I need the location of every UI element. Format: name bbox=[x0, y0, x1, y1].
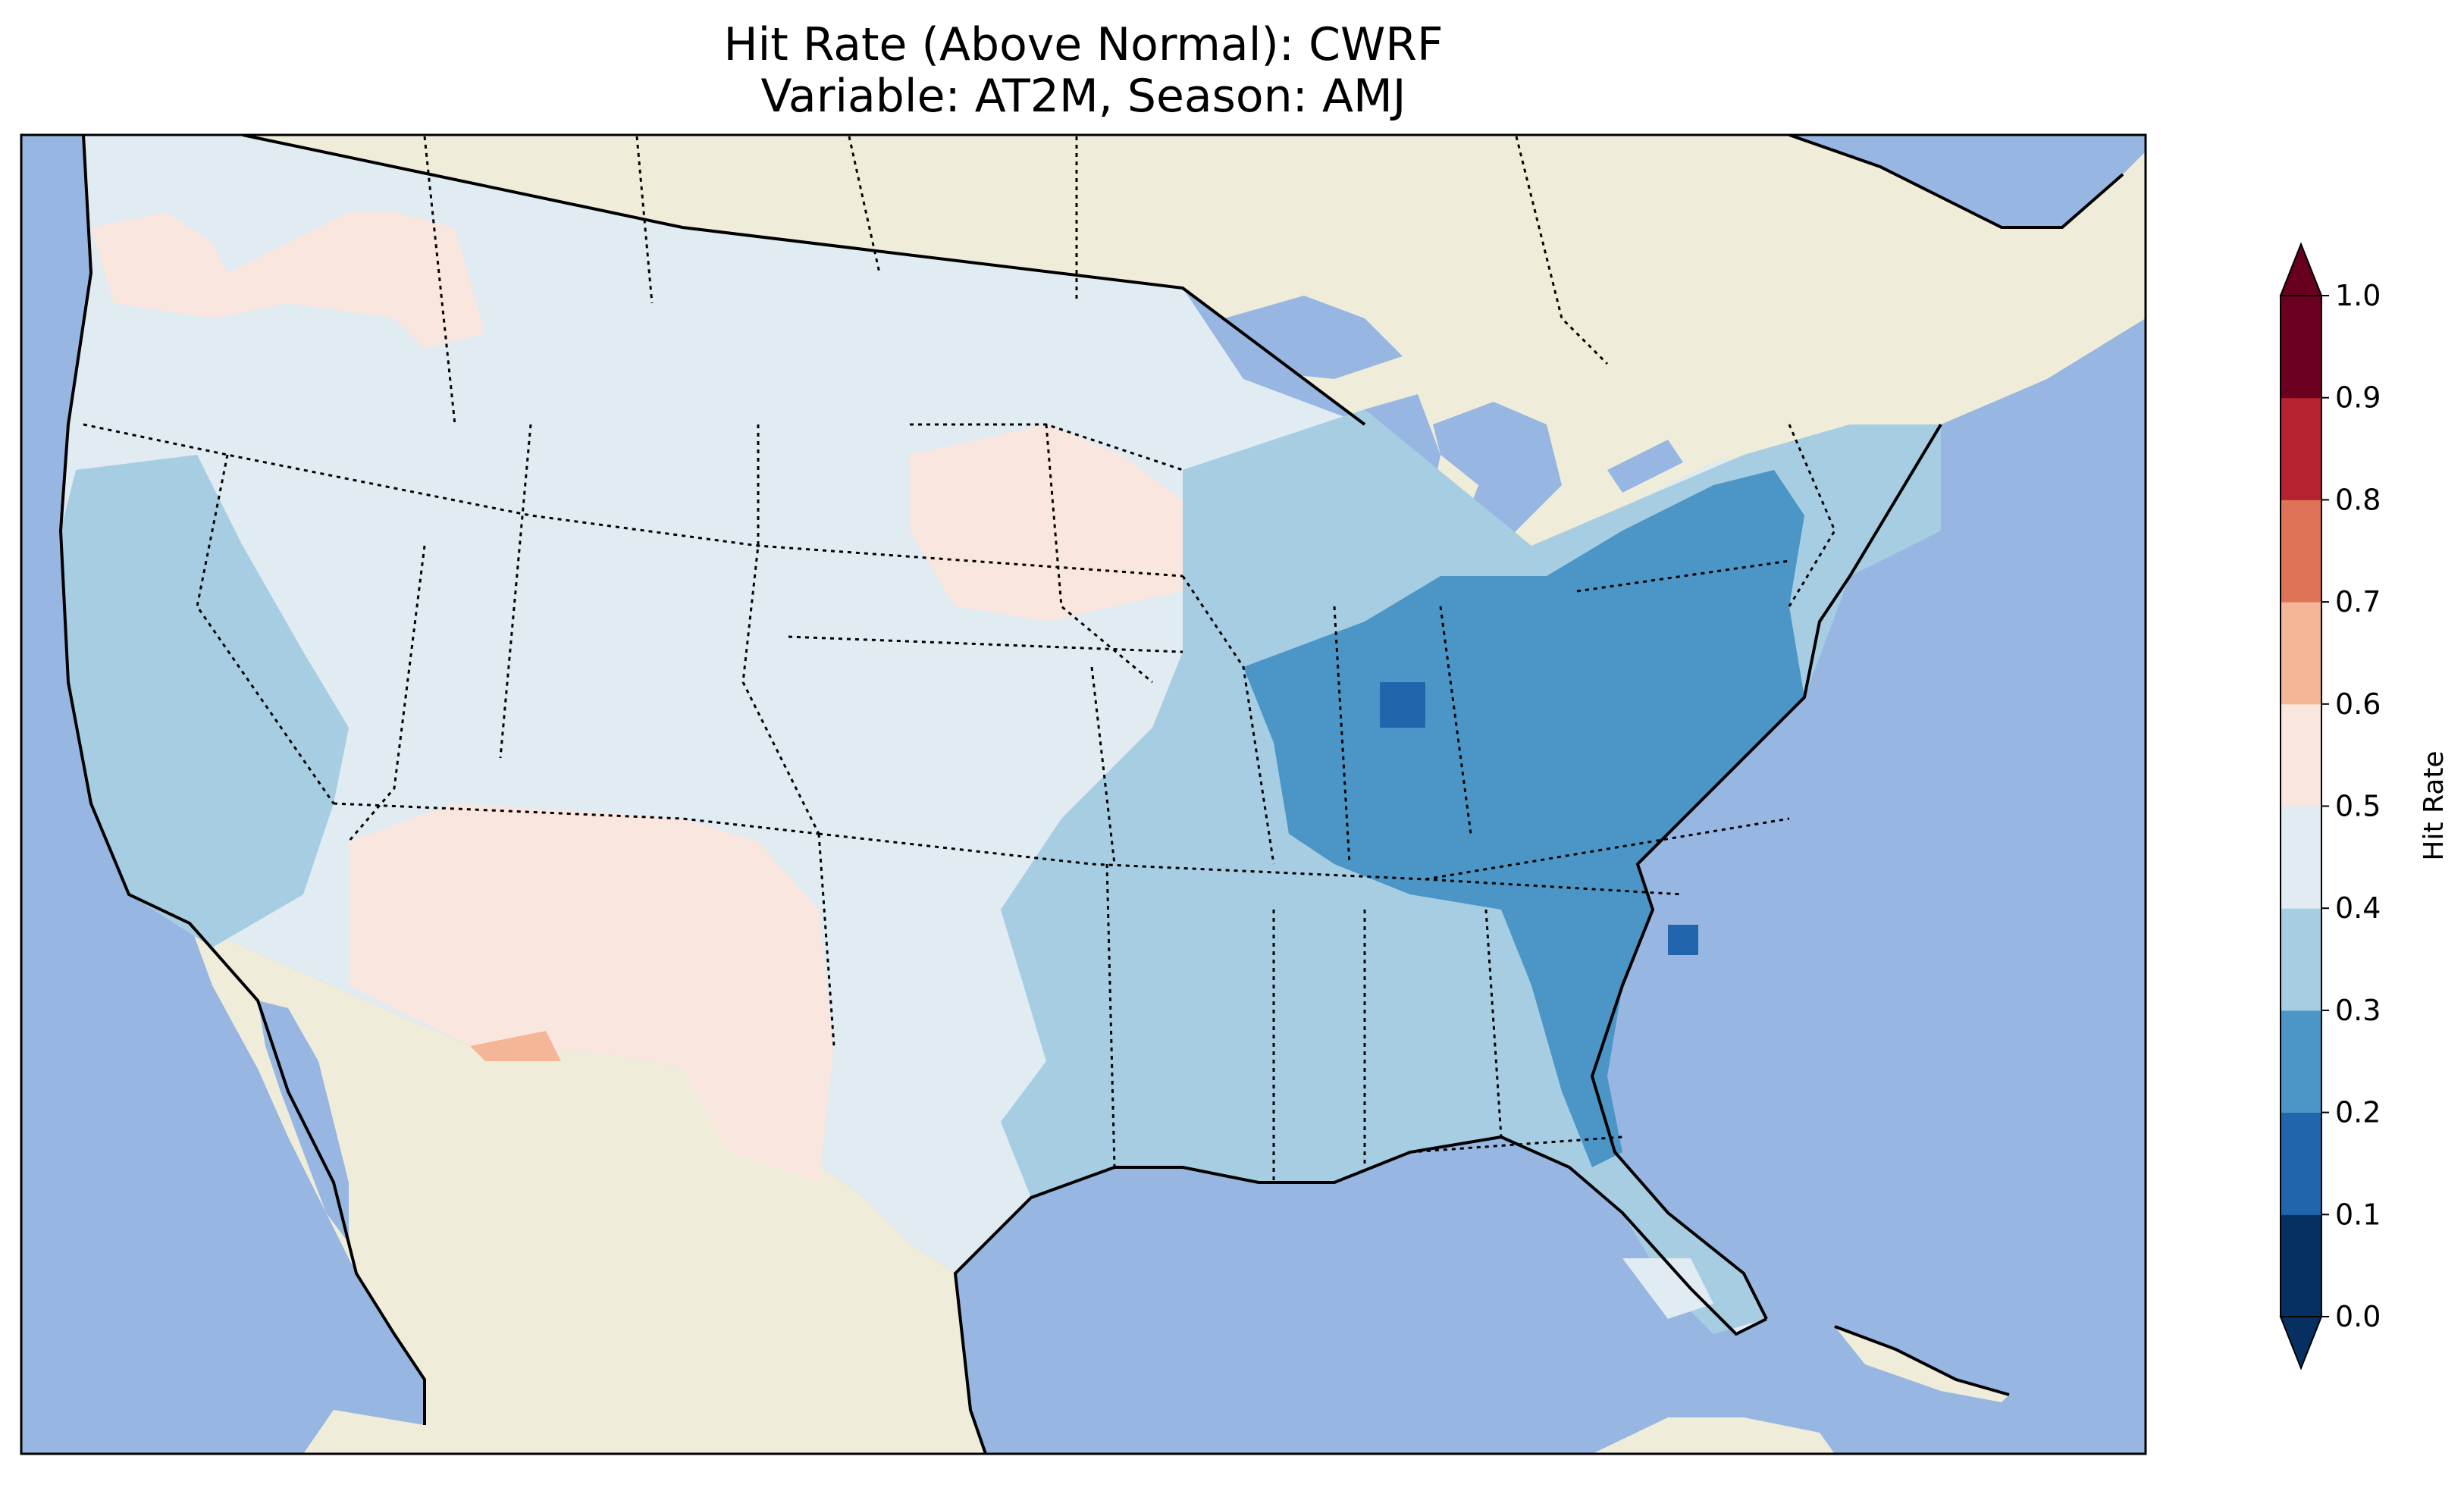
great-lakes bbox=[1198, 296, 1683, 591]
az-nm-warm bbox=[349, 803, 834, 1182]
map-frame bbox=[20, 133, 2147, 1455]
colorbar-ticks: 0.0 0.1 0.2 0.3 0.4 0.5 0.6 0.7 0.8 0.9 1.0 bbox=[2321, 279, 2381, 1333]
colorbar-tick-label: 1.0 bbox=[2335, 279, 2381, 312]
colorbar-bin bbox=[2281, 397, 2321, 500]
colorbar-tick-label: 0.4 bbox=[2335, 891, 2381, 925]
colorbar-bin bbox=[2281, 908, 2321, 1011]
colorbar-tick-label: 0.9 bbox=[2335, 381, 2381, 415]
indiana-spot bbox=[1380, 682, 1425, 728]
nm-border-spot bbox=[470, 1031, 561, 1061]
colorbar-extend-max bbox=[2279, 242, 2323, 296]
colorbar-tick-label: 0.1 bbox=[2335, 1198, 2381, 1231]
colorbar-bin bbox=[2281, 806, 2321, 909]
colorbar-tick-label: 0.0 bbox=[2335, 1300, 2381, 1333]
colorbar-tick-label: 0.6 bbox=[2335, 687, 2381, 721]
colorbar-tick-label: 0.5 bbox=[2335, 790, 2381, 823]
colorbar-tick-label: 0.2 bbox=[2335, 1096, 2381, 1129]
sc-coast-spot bbox=[1668, 925, 1698, 955]
pnw-warm bbox=[91, 212, 485, 349]
colorbar-bin bbox=[2281, 1214, 2321, 1317]
map-title: Hit Rate (Above Normal): CWRF bbox=[723, 18, 1444, 71]
state-borders bbox=[83, 423, 1836, 1182]
mexico-land bbox=[190, 923, 986, 1454]
colorbar-bin bbox=[2281, 500, 2321, 603]
ca-nv-cool bbox=[61, 455, 349, 947]
colorbar-tick-label: 0.7 bbox=[2335, 585, 2381, 619]
florida-south bbox=[1622, 1258, 1713, 1319]
colorbar-extend-min bbox=[2279, 1316, 2323, 1370]
coastlines bbox=[58, 135, 2124, 1454]
colorbar-label: Hit Rate bbox=[2419, 750, 2450, 860]
map-subtitle: Variable: AT2M, Season: AMJ bbox=[760, 70, 1406, 123]
mexico-southeast bbox=[1592, 1417, 1835, 1454]
colorbar-bin bbox=[2281, 1010, 2321, 1113]
colorbar-bin bbox=[2281, 703, 2321, 807]
colorbar-bin bbox=[2281, 602, 2321, 705]
colorbar-bin bbox=[2281, 296, 2321, 399]
colorbar-tick-label: 0.8 bbox=[2335, 483, 2381, 516]
colorbar-tick-label: 0.3 bbox=[2335, 994, 2381, 1027]
colorbar-bin bbox=[2281, 1112, 2321, 1215]
colorbar-bins bbox=[2281, 296, 2321, 1317]
east-darker bbox=[1243, 470, 1804, 1167]
